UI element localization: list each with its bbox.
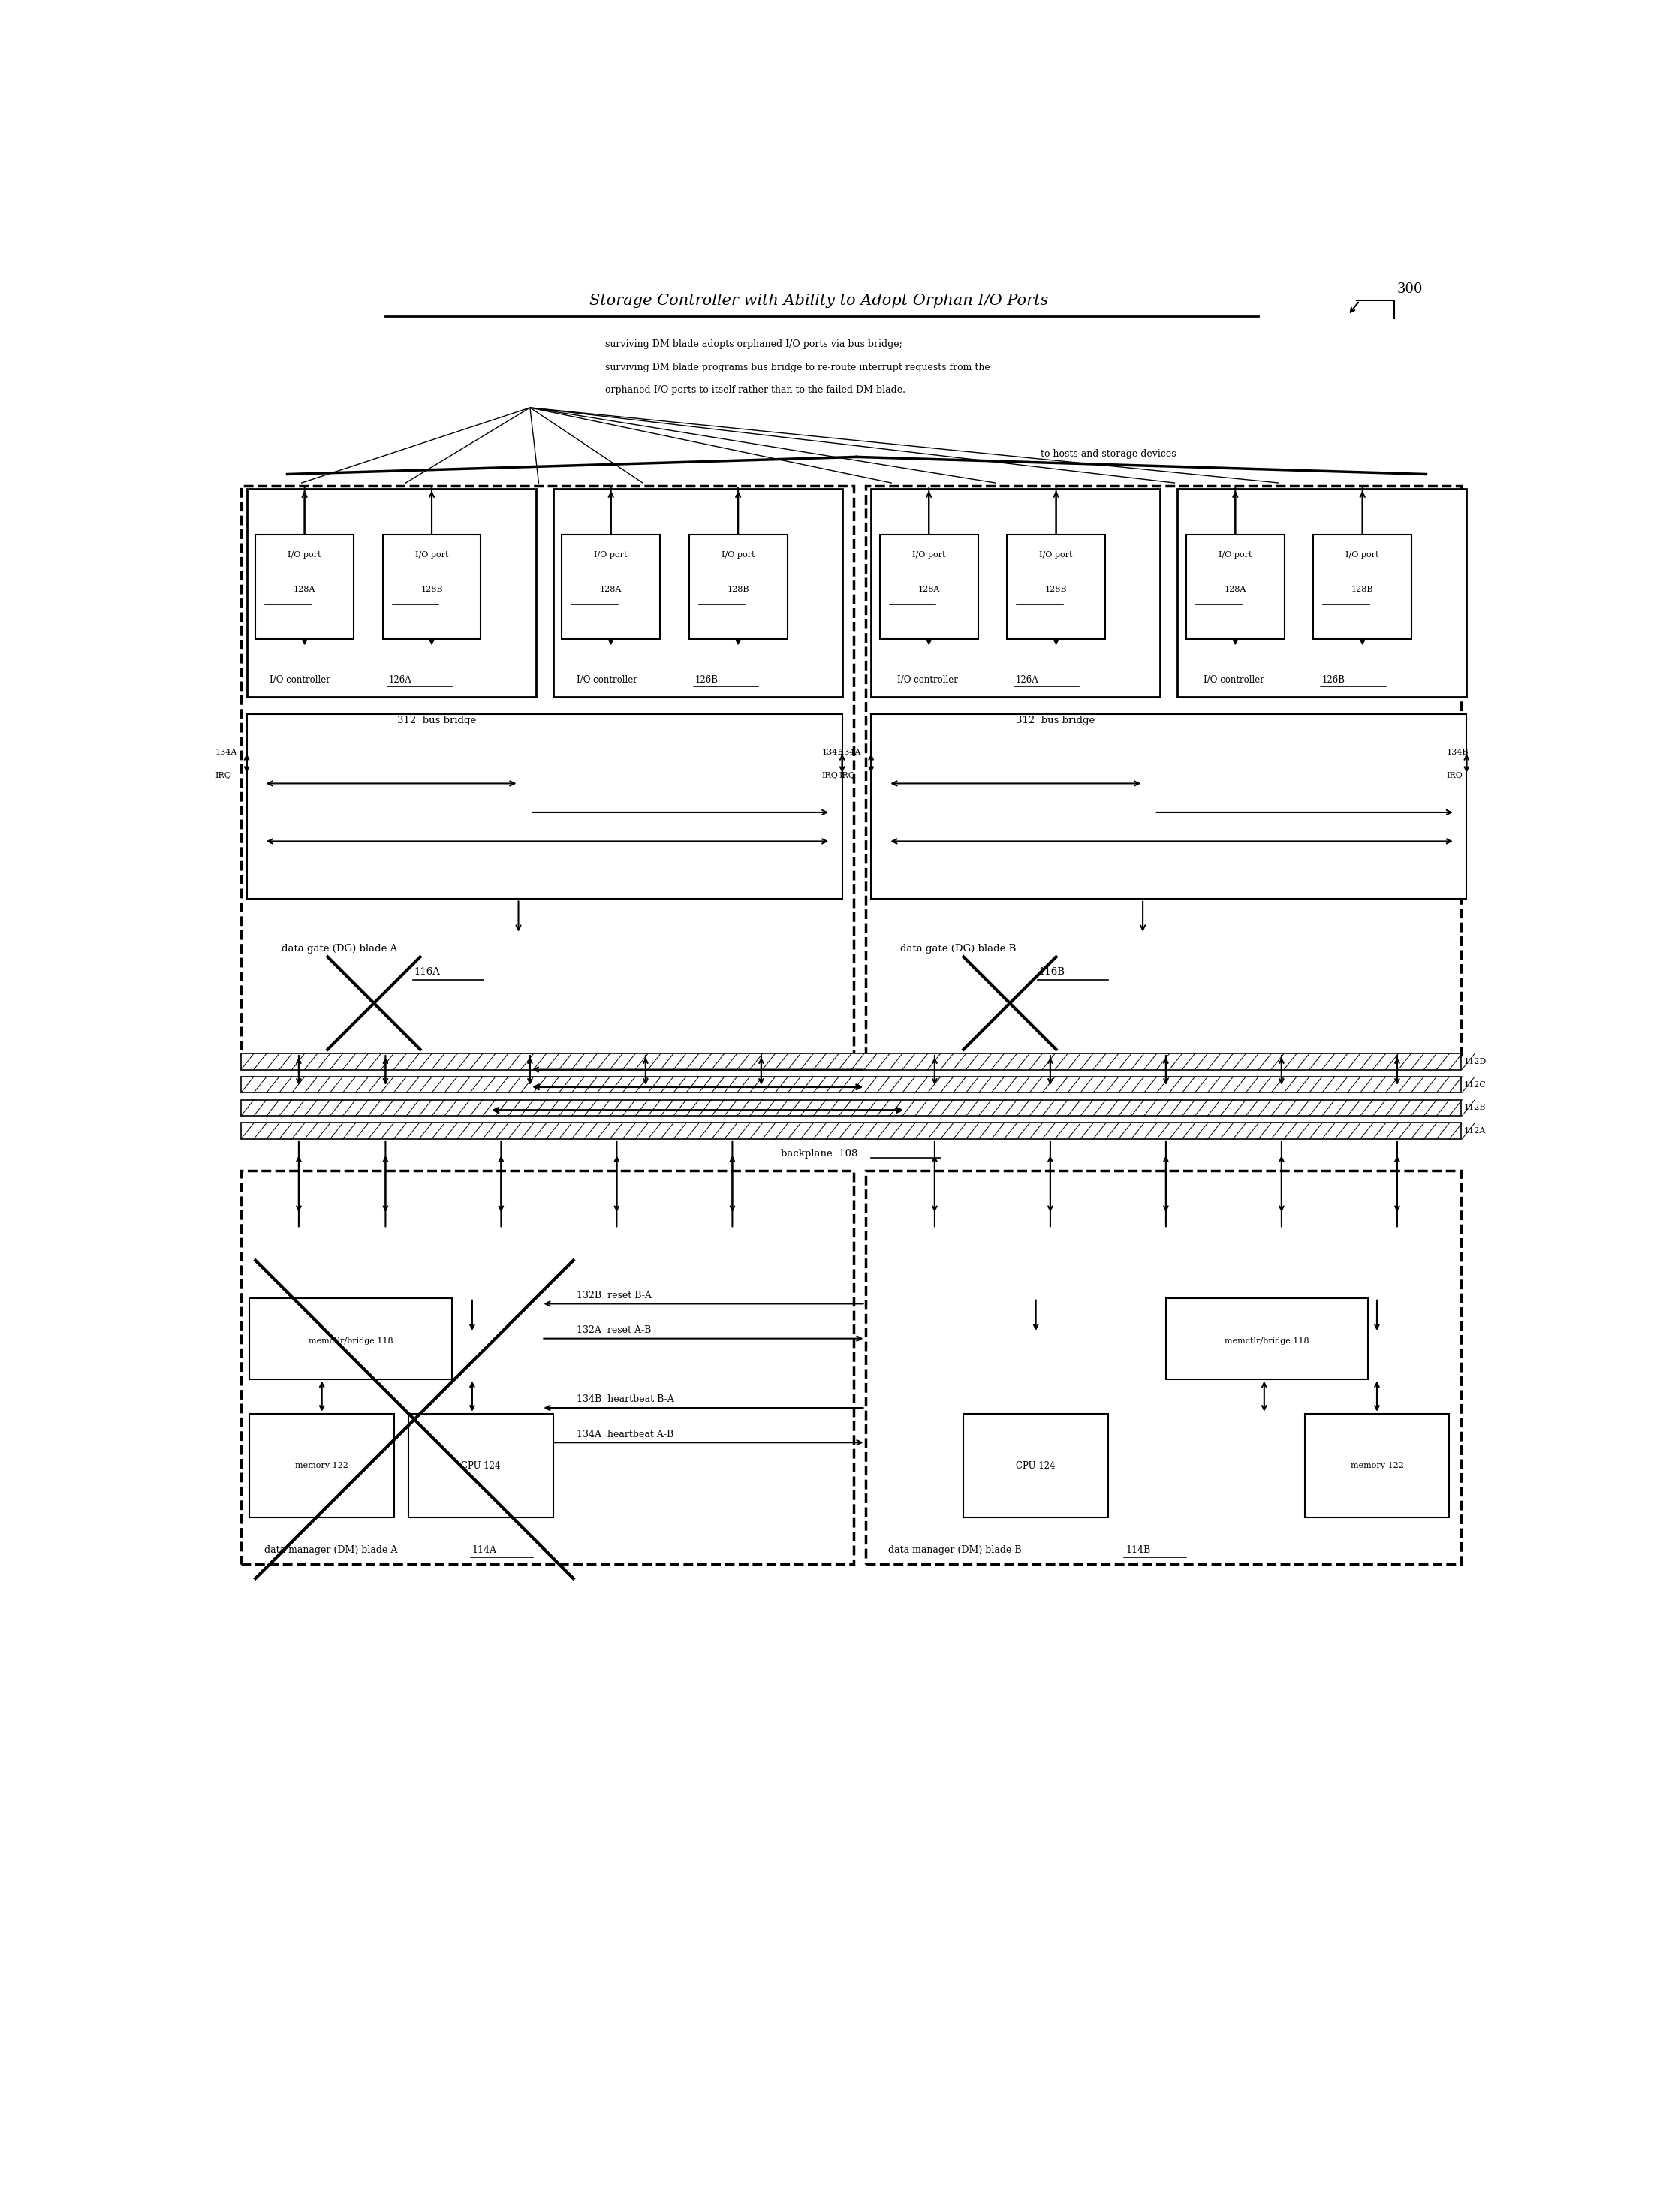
FancyBboxPatch shape: [562, 535, 660, 639]
FancyBboxPatch shape: [241, 1077, 1460, 1093]
Text: I/O port: I/O port: [416, 551, 449, 560]
FancyBboxPatch shape: [249, 1298, 452, 1378]
FancyBboxPatch shape: [249, 1413, 394, 1517]
Text: I/O port: I/O port: [1345, 551, 1379, 560]
Text: 112D: 112D: [1463, 1057, 1487, 1066]
Text: I/O port: I/O port: [288, 551, 321, 560]
Text: backplane  108: backplane 108: [780, 1148, 858, 1159]
Text: 128B: 128B: [1352, 586, 1374, 593]
Text: 126A: 126A: [1016, 675, 1039, 684]
Text: memctlr/bridge 118: memctlr/bridge 118: [309, 1338, 392, 1345]
Text: 112B: 112B: [1463, 1104, 1485, 1113]
Text: 128B: 128B: [421, 586, 442, 593]
FancyBboxPatch shape: [1177, 489, 1467, 697]
Text: 134B  heartbeat B-A: 134B heartbeat B-A: [577, 1394, 674, 1405]
Text: data gate (DG) blade B: data gate (DG) blade B: [900, 945, 1016, 953]
FancyBboxPatch shape: [241, 487, 853, 1055]
FancyBboxPatch shape: [246, 489, 535, 697]
FancyBboxPatch shape: [1166, 1298, 1369, 1378]
Text: 126A: 126A: [389, 675, 411, 684]
Text: 128A: 128A: [600, 586, 622, 593]
Text: 112A: 112A: [1463, 1128, 1485, 1135]
FancyBboxPatch shape: [865, 1170, 1460, 1564]
Text: I/O port: I/O port: [913, 551, 946, 560]
Text: 128B: 128B: [727, 586, 750, 593]
FancyBboxPatch shape: [241, 1170, 853, 1564]
Text: 126B: 126B: [1322, 675, 1345, 684]
Text: 128B: 128B: [1044, 586, 1068, 593]
Text: 300: 300: [1397, 283, 1424, 296]
Text: 116B: 116B: [1039, 967, 1064, 975]
Text: I/O controller: I/O controller: [269, 675, 333, 684]
Text: I/O port: I/O port: [1039, 551, 1073, 560]
Text: data manager (DM) blade A: data manager (DM) blade A: [264, 1544, 397, 1555]
Text: orphaned I/O ports to itself rather than to the failed DM blade.: orphaned I/O ports to itself rather than…: [605, 385, 905, 396]
Text: 132A  reset A-B: 132A reset A-B: [577, 1325, 650, 1336]
Text: 312  bus bridge: 312 bus bridge: [1016, 714, 1094, 726]
Text: 128A: 128A: [1224, 586, 1246, 593]
Text: memory 122: memory 122: [1350, 1462, 1404, 1469]
FancyBboxPatch shape: [871, 489, 1161, 697]
Text: 126B: 126B: [695, 675, 718, 684]
FancyBboxPatch shape: [1006, 535, 1106, 639]
Text: CPU 124: CPU 124: [1016, 1460, 1056, 1471]
FancyBboxPatch shape: [871, 714, 1467, 898]
Text: 134B: 134B: [822, 748, 845, 757]
Text: IRQ: IRQ: [1447, 772, 1463, 779]
Text: 132B  reset B-A: 132B reset B-A: [577, 1290, 652, 1301]
Text: 114A: 114A: [472, 1544, 497, 1555]
FancyBboxPatch shape: [1186, 535, 1284, 639]
Text: 112C: 112C: [1463, 1082, 1487, 1088]
Text: 134A  heartbeat A-B: 134A heartbeat A-B: [577, 1429, 674, 1440]
Text: I/O port: I/O port: [722, 551, 755, 560]
Text: 116A: 116A: [414, 967, 441, 975]
Text: 128A: 128A: [293, 586, 316, 593]
Text: I/O controller: I/O controller: [1204, 675, 1267, 684]
FancyBboxPatch shape: [241, 1053, 1460, 1071]
Text: data gate (DG) blade A: data gate (DG) blade A: [281, 945, 397, 953]
Text: 134A: 134A: [840, 748, 861, 757]
Text: surviving DM blade adopts orphaned I/O ports via bus bridge;: surviving DM blade adopts orphaned I/O p…: [605, 338, 903, 349]
FancyBboxPatch shape: [880, 535, 978, 639]
Text: Storage Controller with Ability to Adopt Orphan I/O Ports: Storage Controller with Ability to Adopt…: [590, 294, 1048, 307]
FancyBboxPatch shape: [554, 489, 841, 697]
FancyBboxPatch shape: [1305, 1413, 1448, 1517]
Text: IRQ: IRQ: [822, 772, 838, 779]
FancyBboxPatch shape: [865, 487, 1460, 1055]
Text: 134B: 134B: [1447, 748, 1468, 757]
Text: memctlr/bridge 118: memctlr/bridge 118: [1226, 1338, 1309, 1345]
Text: 128A: 128A: [918, 586, 940, 593]
FancyBboxPatch shape: [382, 535, 481, 639]
FancyBboxPatch shape: [1314, 535, 1412, 639]
Text: I/O port: I/O port: [1219, 551, 1252, 560]
Text: CPU 124: CPU 124: [461, 1460, 501, 1471]
FancyBboxPatch shape: [241, 1099, 1460, 1115]
Text: I/O controller: I/O controller: [896, 675, 961, 684]
Text: memory 122: memory 122: [296, 1462, 349, 1469]
FancyBboxPatch shape: [963, 1413, 1108, 1517]
Text: 134A: 134A: [215, 748, 238, 757]
Text: surviving DM blade programs bus bridge to re-route interrupt requests from the: surviving DM blade programs bus bridge t…: [605, 363, 989, 372]
Text: 114B: 114B: [1126, 1544, 1151, 1555]
Text: 312  bus bridge: 312 bus bridge: [397, 714, 476, 726]
Text: IRQ: IRQ: [840, 772, 856, 779]
Text: IRQ: IRQ: [215, 772, 231, 779]
Text: I/O port: I/O port: [594, 551, 627, 560]
Text: data manager (DM) blade B: data manager (DM) blade B: [888, 1544, 1021, 1555]
FancyBboxPatch shape: [246, 714, 841, 898]
FancyBboxPatch shape: [241, 1124, 1460, 1139]
Text: I/O controller: I/O controller: [577, 675, 640, 684]
FancyBboxPatch shape: [409, 1413, 554, 1517]
FancyBboxPatch shape: [256, 535, 354, 639]
FancyBboxPatch shape: [688, 535, 787, 639]
Text: to hosts and storage devices: to hosts and storage devices: [1041, 449, 1176, 458]
